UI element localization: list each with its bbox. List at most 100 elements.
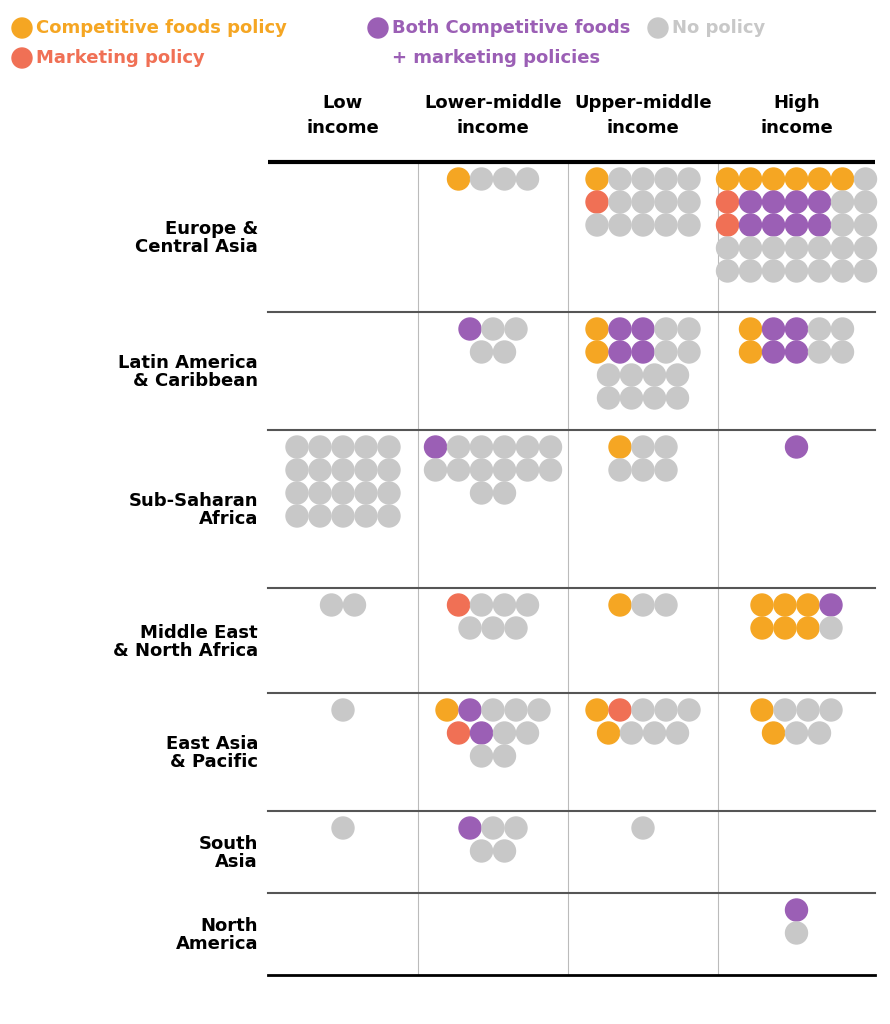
- Circle shape: [482, 617, 504, 639]
- Circle shape: [609, 191, 631, 213]
- Circle shape: [763, 191, 784, 213]
- Circle shape: [854, 237, 877, 259]
- Circle shape: [774, 617, 796, 639]
- Circle shape: [309, 436, 331, 458]
- Circle shape: [808, 722, 830, 744]
- Circle shape: [632, 699, 654, 721]
- Circle shape: [586, 341, 608, 362]
- Text: Latin America: Latin America: [118, 354, 258, 372]
- Circle shape: [632, 318, 654, 340]
- Circle shape: [332, 459, 354, 481]
- Circle shape: [286, 436, 308, 458]
- Circle shape: [493, 482, 515, 504]
- Circle shape: [678, 191, 700, 213]
- Circle shape: [831, 318, 854, 340]
- Text: North: North: [200, 918, 258, 935]
- Circle shape: [808, 341, 830, 362]
- Circle shape: [459, 617, 481, 639]
- Text: & North Africa: & North Africa: [113, 641, 258, 659]
- Circle shape: [831, 260, 854, 282]
- Circle shape: [586, 699, 608, 721]
- Circle shape: [471, 436, 492, 458]
- Circle shape: [12, 18, 32, 38]
- Circle shape: [471, 722, 492, 744]
- Circle shape: [678, 341, 700, 362]
- Circle shape: [763, 214, 784, 236]
- Circle shape: [586, 318, 608, 340]
- Circle shape: [716, 168, 739, 190]
- Text: High: High: [773, 94, 820, 112]
- Circle shape: [751, 594, 773, 616]
- Circle shape: [632, 817, 654, 839]
- Circle shape: [355, 459, 377, 481]
- Circle shape: [786, 237, 807, 259]
- Text: income: income: [760, 119, 833, 137]
- Circle shape: [586, 191, 608, 213]
- Circle shape: [655, 214, 677, 236]
- Circle shape: [586, 214, 608, 236]
- Circle shape: [786, 899, 807, 921]
- Circle shape: [378, 505, 400, 527]
- Text: Both Competitive foods: Both Competitive foods: [392, 19, 630, 37]
- Circle shape: [740, 237, 762, 259]
- Circle shape: [493, 745, 515, 767]
- Circle shape: [632, 168, 654, 190]
- Circle shape: [655, 318, 677, 340]
- Circle shape: [632, 436, 654, 458]
- Circle shape: [355, 436, 377, 458]
- Circle shape: [539, 459, 562, 481]
- Text: Sub-Saharan: Sub-Saharan: [128, 492, 258, 510]
- Circle shape: [505, 699, 527, 721]
- Circle shape: [482, 817, 504, 839]
- Circle shape: [632, 459, 654, 481]
- Text: Lower-middle: Lower-middle: [425, 94, 562, 112]
- Circle shape: [597, 722, 619, 744]
- Circle shape: [493, 722, 515, 744]
- Circle shape: [309, 459, 331, 481]
- Circle shape: [808, 318, 830, 340]
- Circle shape: [854, 260, 877, 282]
- Circle shape: [505, 817, 527, 839]
- Circle shape: [471, 341, 492, 362]
- Circle shape: [332, 817, 354, 839]
- Text: No policy: No policy: [672, 19, 765, 37]
- Circle shape: [655, 594, 677, 616]
- Circle shape: [505, 318, 527, 340]
- Circle shape: [528, 699, 550, 721]
- Circle shape: [655, 699, 677, 721]
- Circle shape: [632, 214, 654, 236]
- Circle shape: [763, 237, 784, 259]
- Text: income: income: [307, 119, 379, 137]
- Circle shape: [786, 168, 807, 190]
- Circle shape: [797, 699, 819, 721]
- Circle shape: [763, 168, 784, 190]
- Circle shape: [820, 699, 842, 721]
- Text: income: income: [457, 119, 530, 137]
- Circle shape: [763, 722, 784, 744]
- Circle shape: [471, 594, 492, 616]
- Circle shape: [667, 387, 689, 409]
- Circle shape: [678, 168, 700, 190]
- Circle shape: [368, 18, 388, 38]
- Text: Marketing policy: Marketing policy: [36, 49, 205, 67]
- Circle shape: [332, 699, 354, 721]
- Circle shape: [516, 436, 538, 458]
- Circle shape: [309, 505, 331, 527]
- Circle shape: [516, 168, 538, 190]
- Text: + marketing policies: + marketing policies: [392, 49, 600, 67]
- Circle shape: [609, 341, 631, 362]
- Circle shape: [854, 168, 877, 190]
- Circle shape: [493, 594, 515, 616]
- Circle shape: [632, 594, 654, 616]
- Circle shape: [808, 237, 830, 259]
- Circle shape: [774, 594, 796, 616]
- Text: & Caribbean: & Caribbean: [133, 372, 258, 390]
- Text: Competitive foods policy: Competitive foods policy: [36, 19, 287, 37]
- Circle shape: [471, 745, 492, 767]
- Circle shape: [448, 459, 470, 481]
- Circle shape: [482, 318, 504, 340]
- Text: Africa: Africa: [198, 510, 258, 528]
- Circle shape: [678, 699, 700, 721]
- Circle shape: [774, 699, 796, 721]
- Circle shape: [493, 459, 515, 481]
